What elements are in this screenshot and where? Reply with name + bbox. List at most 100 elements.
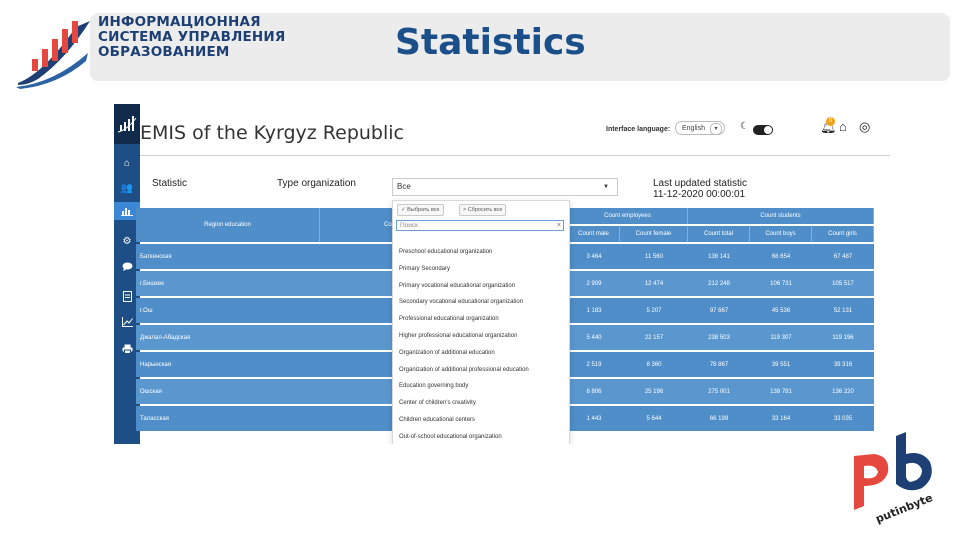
logo-line: ИНФОРМАЦИОННАЯ [98, 14, 261, 30]
cell-female: 5 644 [646, 415, 662, 422]
dropdown-option[interactable]: Education governing body [399, 383, 469, 390]
chat-icon [122, 262, 132, 271]
cell-female: 12 474 [644, 280, 664, 287]
last-updated: Last updated statistic 11-12-2020 00:00:… [653, 178, 747, 200]
cell-region: Баткенская [140, 253, 172, 260]
dropdown-option[interactable]: Preschool educational organization [399, 249, 493, 255]
dropdown-option[interactable]: Professional educational organization [399, 316, 499, 323]
app-screenshot: ⌂ 👥 ⚙ EMIS of the Kyrgyz Republic Interf… [114, 104, 890, 444]
home-icon[interactable]: ⌂ [839, 119, 847, 134]
type-organization-dropdown: ✓ Выбрать все × Сбросить все Поиск × Pre… [392, 200, 570, 444]
header-count-girls[interactable]: Count girls [812, 226, 874, 242]
sidebar: ⌂ 👥 ⚙ [114, 104, 140, 444]
sidebar-logo[interactable] [114, 104, 140, 144]
cell-girls: 105 517 [832, 280, 854, 287]
cell-male: 6 806 [586, 388, 602, 395]
document-icon [122, 290, 132, 302]
header-region[interactable]: Region education [136, 208, 320, 242]
dropdown-search-input[interactable]: Поиск × [396, 220, 564, 231]
header-count-boys[interactable]: Count boys [750, 226, 812, 242]
cell-female: 8 360 [646, 361, 662, 368]
language-select[interactable]: English ▾ [675, 121, 725, 135]
user-icon[interactable]: ◎ [859, 119, 871, 134]
header-count-employees[interactable]: Count employees [568, 208, 688, 224]
app-title: EMIS of the Kyrgyz Republic [140, 122, 404, 144]
cell-male: 1 443 [586, 415, 602, 422]
dropdown-option[interactable]: Children educational centers [399, 417, 476, 423]
cell-male: 3 464 [586, 253, 602, 260]
header-count-female[interactable]: Count female [620, 226, 688, 242]
sidebar-item-institutions[interactable]: ⌂ [114, 154, 140, 172]
header-count-students[interactable]: Count students [688, 208, 874, 224]
cell-female: 11 560 [645, 253, 663, 260]
cell-boys: 33 164 [771, 415, 791, 422]
type-organization-label: Type organization [277, 178, 356, 189]
cell-region: Нарынская [140, 361, 171, 368]
sidebar-item-documents[interactable] [114, 287, 140, 305]
title-divider [140, 155, 890, 156]
dropdown-option[interactable]: Center of children's creativity [399, 400, 476, 407]
cell-total: 97 667 [709, 307, 729, 314]
cell-total: 275 001 [708, 388, 730, 395]
theme-toggle[interactable] [753, 125, 773, 135]
clear-icon[interactable]: × [556, 222, 561, 229]
cell-girls: 52 131 [833, 307, 853, 314]
dropdown-option[interactable]: Secondary vocational educational organiz… [399, 299, 524, 306]
cell-boys: 138 781 [770, 388, 792, 395]
cell-total: 238 503 [708, 334, 730, 341]
sidebar-item-settings[interactable]: ⚙ [114, 232, 140, 250]
logo-line: ОБРАЗОВАНИЕМ [98, 44, 230, 60]
cell-female: 5 207 [646, 307, 662, 314]
chart-icon [121, 208, 133, 216]
select-all-button[interactable]: ✓ Выбрать все [397, 204, 444, 216]
slide-title: Statistics [395, 22, 586, 63]
emis-logo [14, 13, 244, 91]
cell-male: 5 440 [586, 334, 602, 341]
sidebar-item-chat[interactable] [114, 258, 140, 276]
cell-girls: 119 196 [832, 334, 854, 341]
cell-region: Ошская [140, 388, 162, 395]
cell-girls: 33 035 [833, 415, 853, 422]
search-placeholder: Поиск [400, 222, 419, 229]
cell-girls: 136 220 [832, 388, 854, 395]
dropdown-option[interactable]: Organization of additional professional … [399, 366, 529, 373]
dropdown-option[interactable]: Organization of additional education [399, 349, 495, 356]
cell-total: 66 199 [709, 415, 729, 422]
sidebar-item-print[interactable] [114, 340, 140, 358]
cell-region: г.Ош [140, 307, 153, 314]
header-count-male[interactable]: Count male [568, 226, 620, 242]
cell-girls: 39 316 [833, 361, 853, 368]
dropdown-option[interactable]: Out-of-school educational organization [399, 433, 502, 440]
cell-region: Таласская [140, 415, 169, 422]
cell-boys: 119 307 [770, 334, 792, 341]
sidebar-item-statistics[interactable] [114, 202, 140, 220]
last-updated-label: Last updated statistic [653, 178, 747, 189]
cell-boys: 39 551 [771, 361, 791, 368]
sidebar-item-users[interactable]: 👥 [114, 179, 140, 197]
cell-region: г.Бишкек [140, 280, 164, 287]
cell-region: Джалал-Абадская [140, 334, 191, 341]
cell-boys: 68 654 [771, 253, 791, 260]
caret-down-icon: ▼ [603, 184, 609, 190]
cell-total: 78 867 [709, 361, 729, 368]
logo-line: СИСТЕМА УПРАВЛЕНИЯ [98, 29, 286, 45]
cell-female: 22 157 [644, 334, 664, 341]
cell-male: 2 909 [586, 280, 602, 287]
reset-all-button[interactable]: × Сбросить все [459, 204, 507, 216]
emis-logo-mark [16, 21, 90, 89]
putinbyte-logo: putinbyte [844, 426, 942, 532]
type-organization-select[interactable]: Все ▼ [392, 178, 618, 196]
cell-girls: 67 487 [833, 253, 853, 260]
cell-total: 212 248 [708, 280, 730, 287]
dropdown-option[interactable]: Higher professional educational organiza… [399, 333, 518, 339]
cell-total: 136 141 [708, 253, 730, 260]
interface-language-label: Interface language: [606, 126, 671, 133]
chart-logo-icon [117, 116, 137, 133]
dropdown-option[interactable]: Primary vocational educational organizat… [399, 282, 516, 289]
cell-male: 2 519 [586, 361, 602, 368]
sidebar-item-analytics[interactable] [114, 313, 140, 331]
dropdown-option[interactable]: Primary Secondary [399, 265, 451, 272]
cell-boys: 45 536 [771, 307, 791, 314]
users-icon: 👥 [120, 182, 134, 194]
header-count-total[interactable]: Count total [688, 226, 750, 242]
